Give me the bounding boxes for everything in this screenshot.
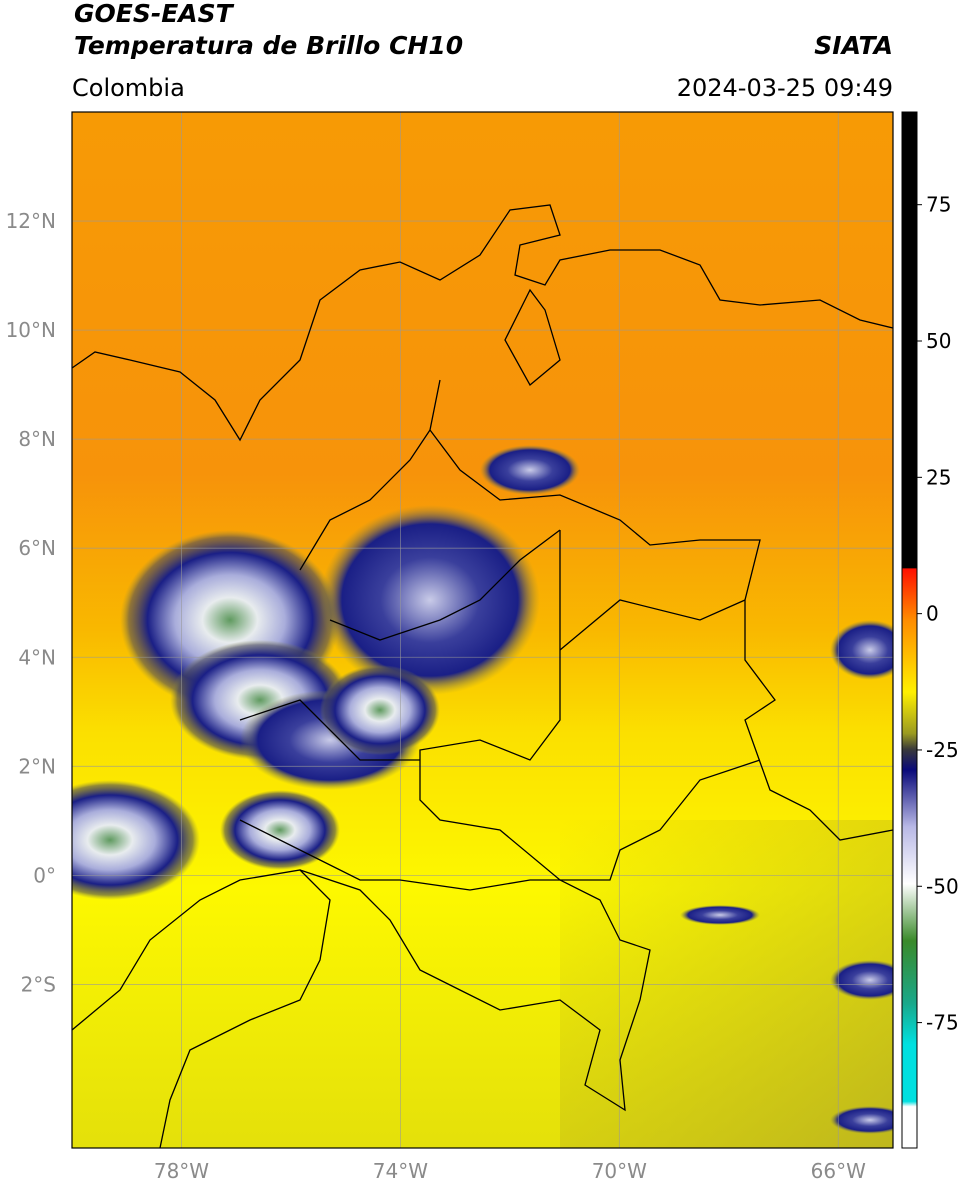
colorbar-tick-label: 50 [926, 329, 951, 353]
colorbar-tick-label: 0 [926, 602, 939, 626]
cloud [680, 905, 760, 925]
colorbar-tick-label: -75 [926, 1011, 959, 1035]
y-tick-label: 10°N [6, 318, 56, 342]
colorbar-tick-label: 75 [926, 193, 951, 217]
x-tick-label: 70°W [592, 1159, 647, 1183]
colorbar-tick-label: -25 [926, 738, 959, 762]
country-border [299, 530, 651, 1112]
colorbar-tick-label: -50 [926, 874, 959, 898]
coastline [72, 869, 331, 1148]
y-tick-label: 8°N [18, 427, 56, 451]
cloud [320, 665, 440, 755]
cloud [480, 445, 580, 495]
region: Colombia [72, 74, 185, 102]
coastline [72, 204, 893, 442]
colorbar-tick-label: 25 [926, 465, 951, 489]
colorbar [901, 111, 918, 1149]
country-border [239, 759, 761, 891]
y-tick-label: 12°N [6, 209, 56, 233]
y-tick-label: 4°N [18, 645, 56, 669]
country-border [429, 379, 893, 841]
x-tick-label: 74°W [373, 1159, 428, 1183]
country-border [239, 429, 746, 761]
y-tick-label: 2°N [18, 754, 56, 778]
cloud [830, 1106, 893, 1134]
cloud [830, 960, 893, 1000]
y-tick-label: 2°S [21, 972, 56, 996]
coastline [504, 288, 561, 387]
cloud [72, 780, 200, 900]
colorbar-ticks: 75 50 25 0 -25 -50 -75 [917, 193, 959, 1035]
source: SIATA [814, 31, 893, 60]
x-tick-label: 66°W [811, 1159, 866, 1183]
title: GOES-EAST [74, 0, 235, 28]
cloud [830, 620, 893, 680]
cloud [320, 505, 540, 695]
map-frame [71, 111, 894, 1149]
x-tick-label: 78°W [154, 1159, 209, 1183]
axes: 78°W 74°W 70°W 66°W 2°S 0° 2°N 4°N 6°N 8°N 10°N 12°… [6, 209, 867, 1183]
y-tick-label: 0° [33, 863, 56, 887]
grid [72, 112, 893, 1148]
y-tick-label: 6°N [18, 536, 56, 560]
cloud [220, 790, 340, 870]
subtitle: Temperatura de Brillo CH10 [74, 31, 463, 60]
datetime: 2024-03-25 09:49 [677, 74, 893, 102]
map-image [72, 112, 893, 1148]
